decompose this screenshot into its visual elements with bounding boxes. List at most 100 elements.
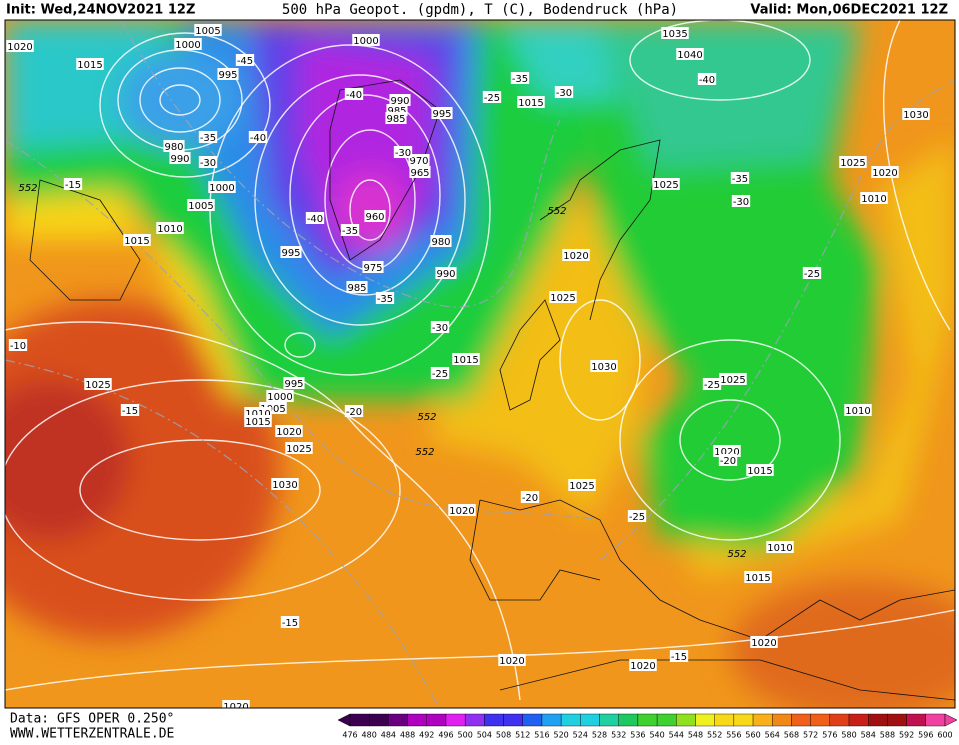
isobar-label-box xyxy=(629,659,657,671)
isobar-label-box xyxy=(430,235,452,247)
isotherm-label-text: -25 xyxy=(629,512,645,523)
isobar-label-box xyxy=(746,464,774,476)
isotherm-label-text: -35 xyxy=(512,74,528,85)
isobar-label: 1010 xyxy=(860,192,888,205)
colorbar-swatch xyxy=(887,713,907,727)
isobar-label: 1040 xyxy=(676,48,704,61)
map-field: 1020100510001015995100099098598098599010… xyxy=(5,20,955,708)
isobar-label-text: 1025 xyxy=(85,380,110,391)
isobar-label-box xyxy=(719,373,747,385)
isobar-label-text: 1040 xyxy=(677,50,702,61)
isobar-label-text: 1035 xyxy=(662,29,687,40)
colorbar-label: 556 xyxy=(726,731,741,740)
isobar-label: 1030 xyxy=(590,360,618,373)
isobar-label-box xyxy=(275,425,303,437)
isobar-label: 1020 xyxy=(222,700,250,708)
isotherm-label-box xyxy=(120,404,140,416)
isobar-label-text: 1000 xyxy=(267,392,292,403)
isotherm-label: -20 xyxy=(344,405,364,418)
isotherm-label-box xyxy=(344,405,364,417)
isobar-label-box xyxy=(84,378,112,390)
isobar-label: 965 xyxy=(409,166,431,179)
valid-time: Valid: Mon,06DEC2021 12Z xyxy=(750,3,948,18)
isobar-label: 1010 xyxy=(844,404,872,417)
isotherm-label-text: -30 xyxy=(556,88,572,99)
isobar-label-text: 1015 xyxy=(245,417,270,428)
colorbar-swatch xyxy=(637,713,658,727)
isobar-label-box xyxy=(452,353,480,365)
colorbar-swatch xyxy=(426,713,447,727)
data-source: Data: GFS OPER 0.250° xyxy=(10,712,174,727)
isobar-label-text: 1025 xyxy=(286,444,311,455)
isobar-label-box xyxy=(208,181,236,193)
isotherm-label: -30 xyxy=(198,156,218,169)
isotherm-label: -40 xyxy=(305,212,325,225)
isobar-label: 990 xyxy=(389,94,411,107)
isotherm-label: -30 xyxy=(554,86,574,99)
colorbar-swatch xyxy=(388,713,408,727)
map-title: 500 hPa Geopot. (gpdm), T (C), Bodendruc… xyxy=(282,2,678,18)
isobar-label-text: 1025 xyxy=(840,158,865,169)
isobar-label-text: 1015 xyxy=(745,573,770,584)
map-border xyxy=(4,19,956,709)
colorbar-swatch xyxy=(810,713,831,727)
isobar-label: 1020 xyxy=(275,425,303,438)
isobar-label-text: 970 xyxy=(409,156,428,167)
isotherm-label-box xyxy=(63,178,83,190)
isobar-label: 1020 xyxy=(6,40,34,53)
isobar-label-text: 1005 xyxy=(188,201,213,212)
isotherm-label-box xyxy=(235,54,255,66)
isobar-label: 970 xyxy=(408,154,430,167)
colorbar-label: 540 xyxy=(649,731,664,740)
colorbar-arrow-right xyxy=(944,713,958,727)
colorbar-swatch xyxy=(580,713,600,727)
map-labels: 1020100510001015995100099098598098599010… xyxy=(6,24,930,708)
isobar-label-text: 1015 xyxy=(77,60,102,71)
colorbar-label: 512 xyxy=(515,731,530,740)
isotherm-label: -20 xyxy=(718,454,738,467)
isotherm-label: -35 xyxy=(510,72,530,85)
isobar-label: 960 xyxy=(364,210,386,223)
isotherm-label-text: -40 xyxy=(699,75,715,86)
isobar-label-text: 1005 xyxy=(260,404,285,415)
isobar-label-text: 1015 xyxy=(518,98,543,109)
colorbar-swatch xyxy=(368,713,389,727)
isobar-label: 1015 xyxy=(746,464,774,477)
isobar-label: 1030 xyxy=(902,108,930,121)
colorbar-label: 488 xyxy=(400,731,415,740)
isobar-label-box xyxy=(839,156,867,168)
isotherm-label-text: -15 xyxy=(122,406,138,417)
isotherm-label-text: -35 xyxy=(342,226,358,237)
isotherm-label-text: -25 xyxy=(484,93,500,104)
isobar-label-text: 965 xyxy=(410,168,429,179)
colorbar-swatch xyxy=(772,713,792,727)
isobar-label-text: 1020 xyxy=(872,168,897,179)
isobar-label: 1025 xyxy=(84,378,112,391)
isobar-label-box xyxy=(676,48,704,60)
isobar-label-text: 1020 xyxy=(7,42,32,53)
isobar-label-text: 1025 xyxy=(569,481,594,492)
isobar-label-text: 985 xyxy=(347,283,366,294)
isobar-label-text: 995 xyxy=(281,248,300,259)
isobar-label-text: 1025 xyxy=(720,375,745,386)
colorbar-label: 568 xyxy=(784,731,799,740)
isobar-label-box xyxy=(187,199,215,211)
height-label: 552 xyxy=(415,447,434,458)
height-label: 552 xyxy=(18,183,37,194)
isobar-label-box xyxy=(389,94,411,106)
isobar-label-box xyxy=(448,504,476,516)
isobar-label-box xyxy=(362,261,384,273)
isobar-label-box xyxy=(431,107,453,119)
isobar-label: 1015 xyxy=(452,353,480,366)
colorbar-label: 484 xyxy=(381,731,396,740)
isobar-label: 1015 xyxy=(244,415,272,428)
isotherm-label-box xyxy=(393,146,413,158)
colorbar-swatch xyxy=(541,713,562,727)
isobar-label-box xyxy=(766,541,794,553)
isobar-label: 1025 xyxy=(719,373,747,386)
colorbar-label: 588 xyxy=(880,731,895,740)
isobar-label-box xyxy=(217,68,239,80)
isobar-label-text: 995 xyxy=(284,379,303,390)
colorbar-swatch xyxy=(503,713,523,727)
isotherm-label-box xyxy=(554,86,574,98)
